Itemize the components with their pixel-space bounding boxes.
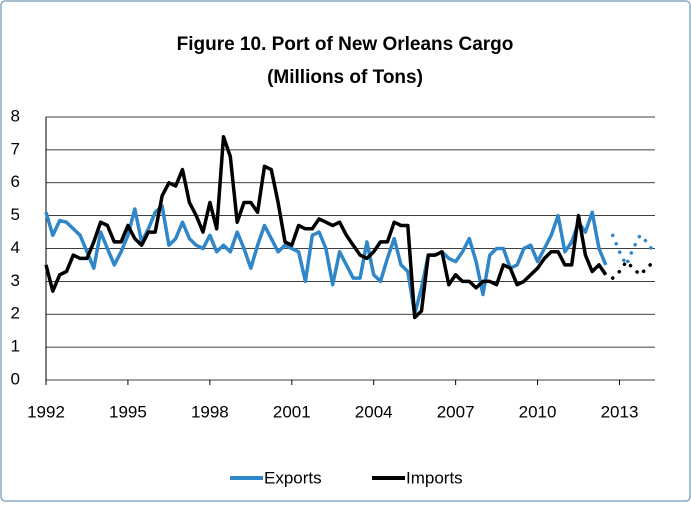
y-tick-label: 3: [11, 271, 20, 290]
legend-label: Imports: [406, 468, 463, 487]
forecast-line: [610, 259, 656, 280]
x-tick-label: 2010: [519, 402, 557, 421]
forecast-line: [610, 233, 656, 267]
x-tick-label: 1998: [191, 402, 229, 421]
x-tick-label: 2001: [273, 402, 311, 421]
chart-subtitle: (Millions of Tons): [267, 67, 423, 88]
x-tick-label: 2013: [601, 402, 639, 421]
y-tick-label: 6: [11, 172, 20, 191]
y-tick-label: 2: [11, 304, 20, 323]
series-line: [44, 204, 608, 317]
x-tick-label: 2007: [437, 402, 475, 421]
y-tick-label: 0: [11, 369, 20, 388]
chart-title: Figure 10. Port of New Orleans Cargo: [177, 34, 514, 55]
y-tick-label: 5: [11, 205, 20, 224]
y-tick-label: 1: [11, 337, 20, 356]
y-tick-label: 8: [11, 106, 20, 125]
x-tick-label: 2004: [355, 402, 393, 421]
x-tick-label: 1995: [109, 402, 147, 421]
y-tick-label: 4: [11, 238, 20, 257]
x-tick-label: 1992: [27, 402, 65, 421]
y-tick-label: 7: [11, 139, 20, 158]
series-line: [44, 134, 608, 320]
legend-label: Exports: [264, 468, 322, 487]
